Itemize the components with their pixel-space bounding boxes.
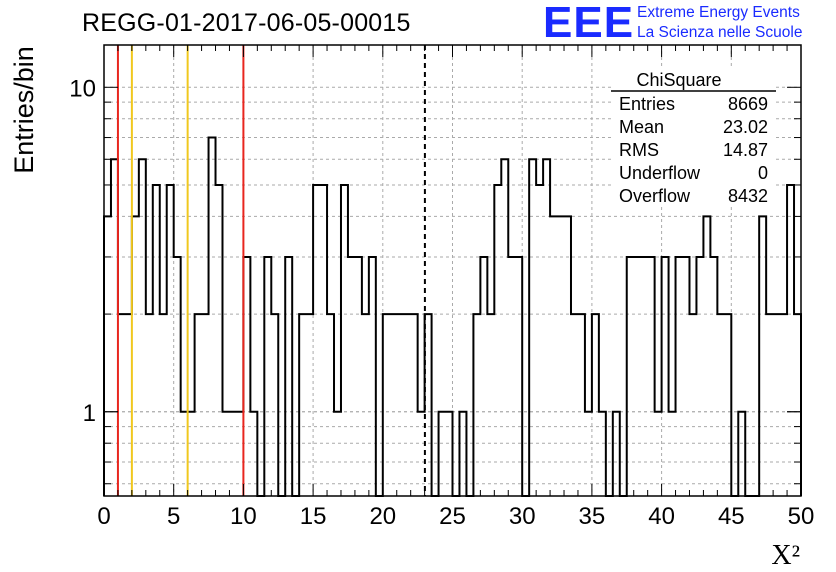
- x-tick-label: 10: [230, 503, 257, 530]
- stats-value: 8669: [728, 94, 768, 114]
- x-tick-label: 20: [369, 503, 396, 530]
- logo-line-2: La Scienza nelle Scuole: [637, 24, 803, 41]
- stats-box: ChiSquare Entries 8669 Mean 23.02 RMS 14.87 Und…: [611, 68, 776, 207]
- axes-layer: [103, 44, 802, 497]
- x-tick-label: 5: [167, 503, 180, 530]
- x-tick-label: 35: [579, 503, 606, 530]
- stats-label: Overflow: [619, 186, 691, 206]
- y-tick-label: 1: [83, 400, 96, 427]
- stats-label: Mean: [619, 117, 664, 137]
- stats-value: 8432: [728, 186, 768, 206]
- x-tick-label: 25: [439, 503, 466, 530]
- logo-mark: EEE: [543, 0, 635, 47]
- stats-box-title: ChiSquare: [636, 70, 721, 90]
- y-axis-title: Entries/bin: [9, 46, 39, 174]
- eee-logo: EEE Extreme Energy Events La Scienza nel…: [543, 0, 831, 48]
- x-tick-label: 15: [300, 503, 327, 530]
- stats-value: 23.02: [723, 117, 768, 137]
- logo-line-1: Extreme Energy Events: [637, 4, 800, 21]
- stats-value: 14.87: [723, 140, 768, 160]
- x-tick-label: 50: [788, 503, 815, 530]
- stats-label: RMS: [619, 140, 659, 160]
- stats-value: 0: [758, 163, 768, 183]
- x-tick-label: 45: [718, 503, 745, 530]
- reference-lines-layer: [116, 45, 426, 496]
- stats-label: Entries: [619, 94, 675, 114]
- x-tick-label: 0: [97, 503, 110, 530]
- axis-labels-layer: 0 5 10 15 20 25 30 35 40 45 50 1 10 Entries/bin X²: [9, 46, 814, 571]
- x-tick-label: 30: [509, 503, 536, 530]
- x-tick-label: 40: [648, 503, 675, 530]
- stats-label: Underflow: [619, 163, 701, 183]
- x-axis-title: X²: [771, 540, 800, 571]
- chart-title: REGG-01-2017-06-05-00015: [82, 9, 411, 37]
- y-tick-label: 10: [69, 75, 96, 102]
